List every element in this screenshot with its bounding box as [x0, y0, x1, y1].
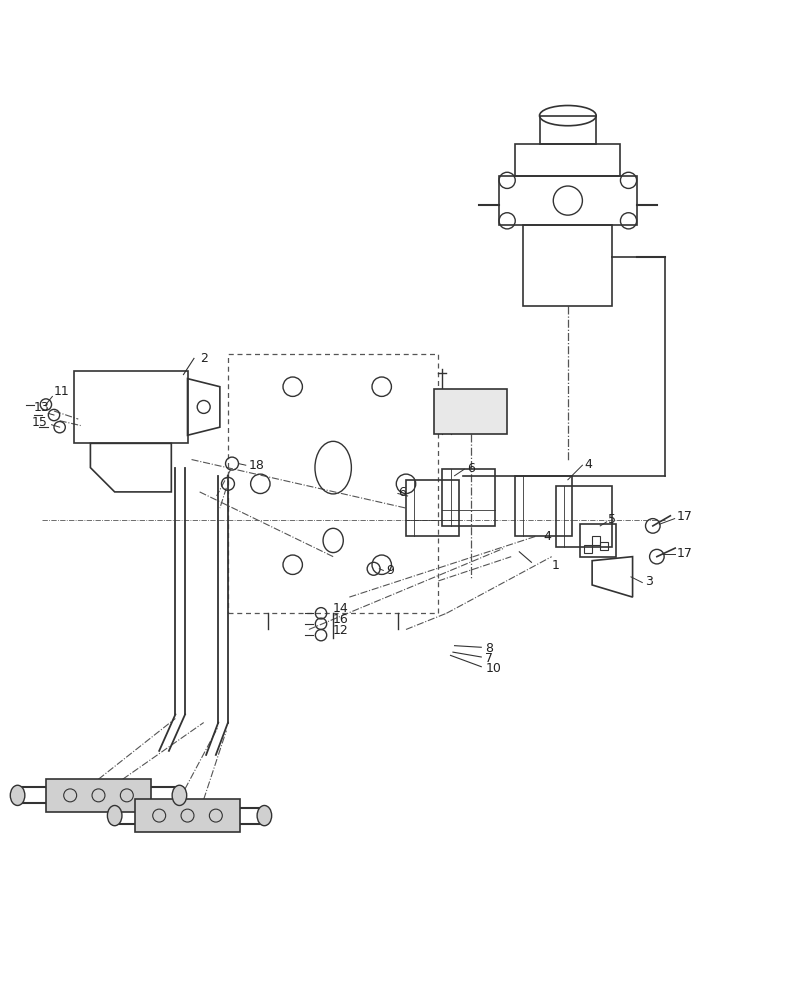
Polygon shape [46, 779, 151, 812]
Text: 1: 1 [551, 559, 559, 572]
Text: 14: 14 [333, 602, 349, 615]
Text: 5: 5 [607, 513, 616, 526]
Text: 4: 4 [543, 530, 551, 543]
Text: 3: 3 [644, 575, 652, 588]
Text: 13: 13 [34, 401, 49, 414]
Text: 7: 7 [485, 652, 493, 665]
Ellipse shape [11, 785, 25, 805]
Text: 6: 6 [397, 486, 406, 499]
Text: 8: 8 [485, 642, 493, 655]
Text: 10: 10 [485, 662, 500, 675]
Text: 4: 4 [583, 458, 591, 471]
Text: 17: 17 [676, 510, 692, 523]
Text: 17: 17 [676, 547, 692, 560]
Text: 18: 18 [248, 459, 264, 472]
Text: 12: 12 [333, 624, 349, 637]
Text: 9: 9 [385, 564, 393, 577]
Polygon shape [434, 389, 507, 434]
Text: 16: 16 [333, 613, 349, 626]
Text: 6: 6 [466, 462, 474, 475]
Ellipse shape [107, 805, 122, 826]
Ellipse shape [257, 805, 272, 826]
Text: 11: 11 [54, 385, 70, 398]
Polygon shape [135, 799, 240, 832]
Text: 2: 2 [200, 352, 208, 365]
Text: 15: 15 [32, 416, 48, 429]
Ellipse shape [172, 785, 187, 805]
